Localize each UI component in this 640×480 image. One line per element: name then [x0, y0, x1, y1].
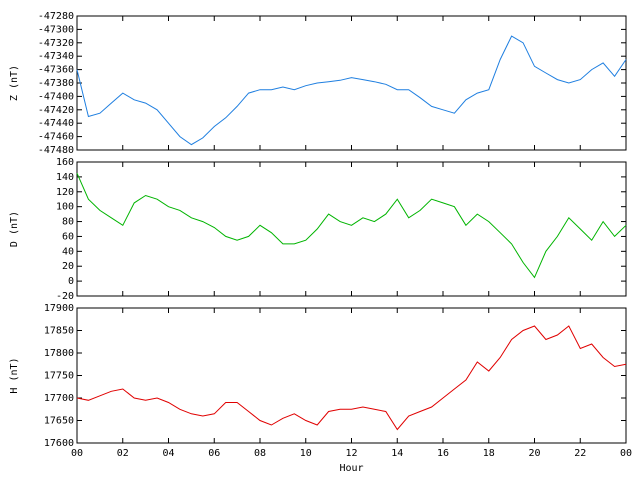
y-tick-label: -47380: [38, 78, 74, 89]
y-tick-label: 17650: [44, 416, 74, 427]
y-tick-label: -47280: [38, 11, 74, 22]
x-tick-label: 14: [391, 448, 403, 459]
y-tick-label: 20: [62, 261, 74, 272]
y-tick-label: 17850: [44, 326, 74, 337]
x-tick-label: 12: [345, 448, 357, 459]
x-tick-label: 16: [437, 448, 449, 459]
y-tick-label: -47480: [38, 145, 74, 156]
y-tick-label: 60: [62, 231, 74, 242]
y-tick-label: 80: [62, 217, 74, 228]
x-tick-label: 08: [254, 448, 266, 459]
y-tick-label: -47420: [38, 105, 74, 116]
y-tick-label: -47320: [38, 38, 74, 49]
y-tick-label: 140: [56, 172, 74, 183]
y-tick-label: -47300: [38, 24, 74, 35]
y-tick-label: -20: [56, 291, 74, 302]
y-tick-label: -47460: [38, 132, 74, 143]
data-line: [76, 172, 627, 279]
y-tick-label: -47360: [38, 65, 74, 76]
x-tick-label: 10: [300, 448, 312, 459]
x-tick-label: 02: [117, 448, 129, 459]
y-tick-label: 17600: [44, 438, 74, 449]
y-tick-label: 160: [56, 157, 74, 168]
y-tick-label: -47340: [38, 51, 74, 62]
y-tick-label: -47440: [38, 118, 74, 129]
plot-frame: [76, 161, 627, 297]
x-tick-label: 00: [620, 448, 632, 459]
y-tick-label: 120: [56, 187, 74, 198]
y-tick-label: 17700: [44, 393, 74, 404]
y-tick-label: 40: [62, 246, 74, 257]
x-axis-label: Hour: [339, 463, 363, 474]
x-tick-label: 04: [162, 448, 174, 459]
x-tick-label: 00: [71, 448, 83, 459]
plot-frame: [76, 15, 627, 151]
x-tick-label: 06: [208, 448, 220, 459]
y-tick-label: -47400: [38, 91, 74, 102]
x-tick-label: 20: [528, 448, 540, 459]
plot-frame: [76, 307, 627, 444]
x-tick-label: 22: [574, 448, 586, 459]
y-tick-label: 100: [56, 202, 74, 213]
data-line: [76, 325, 627, 431]
y-tick-label: 17800: [44, 348, 74, 359]
y-axis-label: D (nT): [9, 211, 20, 247]
y-tick-label: 17750: [44, 371, 74, 382]
x-tick-label: 18: [483, 448, 495, 459]
y-tick-label: 17900: [44, 303, 74, 314]
data-line: [76, 35, 627, 146]
y-axis-label: Z (nT): [9, 65, 20, 101]
y-tick-label: 0: [68, 276, 74, 287]
y-axis-label: H (nT): [9, 357, 20, 393]
